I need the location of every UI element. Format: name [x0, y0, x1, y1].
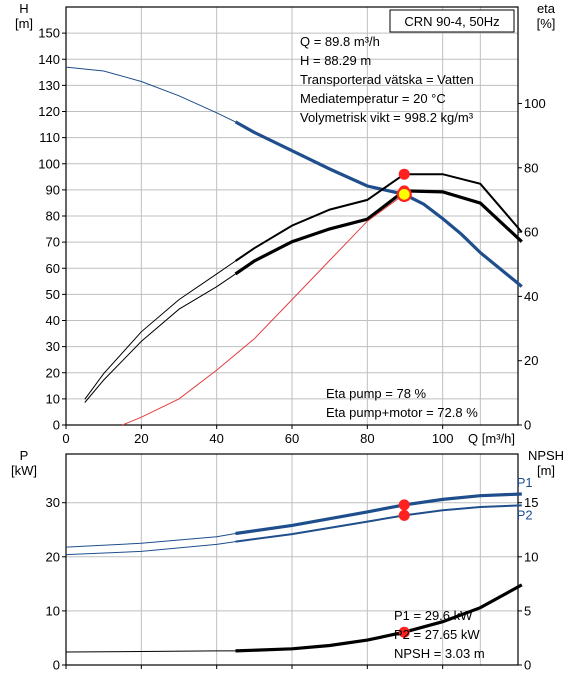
power-info-line: P2 = 27.65 kW	[394, 627, 480, 642]
y-left-tick-label: 80	[46, 209, 60, 224]
duty-info-line: Volymetrisk vikt = 998.2 kg/m³	[300, 110, 474, 125]
x-tick-label: 0	[62, 431, 69, 446]
series-eta-pump-thin	[84, 260, 236, 400]
y-left-tick-label: 150	[38, 26, 60, 41]
y-right-axis-unit: [%]	[537, 16, 556, 31]
y-left-tick-label: 70	[46, 235, 60, 250]
eta-point	[398, 168, 410, 180]
duty-info-line: Mediatemperatur = 20 °C	[300, 91, 446, 106]
y-left-tick-label: 140	[38, 52, 60, 67]
y-left-tick-label: 50	[46, 287, 60, 302]
y-right-tick-label: 100	[524, 96, 546, 111]
y-left-axis-title: H	[19, 1, 28, 16]
x-tick-label: 20	[134, 431, 148, 446]
series-P2-thin	[65, 541, 236, 556]
series-P1-thick	[235, 492, 522, 536]
series-NPSH-thin	[65, 650, 236, 653]
series-eta-pump-thick	[234, 173, 523, 262]
power-info-line: NPSH = 3.03 m	[394, 646, 485, 661]
y-left-tick-label: 20	[46, 549, 60, 564]
system-curve	[122, 193, 405, 426]
duty-info-line: Q = 89.8 m³/h	[300, 34, 380, 49]
y-right-tick-label: 20	[524, 353, 538, 368]
y-right-tick-label: 10	[524, 549, 538, 564]
series-H-thin	[65, 66, 236, 123]
eta-info-line: Eta pump = 78 %	[326, 386, 427, 401]
power-info-line: P1 = 29.6 kW	[394, 608, 473, 623]
y-right-axis-title: NPSH	[528, 448, 564, 463]
point-NPSH	[398, 626, 410, 638]
y-left-tick-label: 20	[46, 365, 60, 380]
y-left-tick-label: 110	[39, 130, 60, 145]
x-tick-label: 80	[360, 431, 374, 446]
y-left-tick-label: 120	[38, 104, 60, 119]
y-left-tick-label: 130	[38, 78, 60, 93]
point-P2	[398, 509, 410, 521]
series-eta-motor-thin	[84, 273, 236, 403]
y-left-axis-title: P	[20, 448, 29, 463]
duty-info-line: H = 88.29 m	[300, 53, 371, 68]
series-NPSH-thick	[235, 583, 523, 653]
point-P1	[398, 499, 410, 511]
y-left-tick-label: 30	[46, 339, 60, 354]
y-left-tick-label: 0	[53, 418, 60, 433]
chart-title-box	[389, 9, 515, 33]
y-left-axis-unit: [m]	[15, 16, 33, 31]
x-axis-title: Q [m³/h]	[468, 431, 515, 446]
series-label-P1: P1	[517, 475, 533, 490]
x-tick-label: 100	[432, 431, 454, 446]
y-left-tick-label: 40	[46, 313, 60, 328]
y-right-tick-label: 40	[524, 289, 538, 304]
duty-info-line: Transporterad vätska = Vatten	[300, 72, 474, 87]
series-eta-motor-thick	[234, 189, 523, 276]
y-right-tick-label: 15	[524, 495, 538, 510]
y-left-tick-label: 60	[46, 261, 60, 276]
chart-title: CRN 90-4, 50Hz	[404, 14, 499, 29]
y-left-axis-unit: [kW]	[11, 463, 37, 478]
x-tick-label: 60	[285, 431, 299, 446]
y-left-tick-label: 30	[46, 495, 60, 510]
series-P1-thin	[65, 533, 236, 548]
y-right-tick-label: 5	[524, 603, 531, 618]
y-right-tick-label: 0	[524, 418, 531, 433]
y-right-axis-unit: [m]	[537, 463, 555, 478]
x-tick-label: 40	[209, 431, 223, 446]
y-right-tick-label: 80	[524, 160, 538, 175]
y-right-tick-label: 0	[524, 658, 531, 673]
series-label-P2: P2	[517, 507, 533, 522]
y-left-tick-label: 100	[38, 156, 60, 171]
y-right-axis-title: eta	[537, 1, 556, 16]
y-left-tick-label: 90	[46, 182, 60, 197]
duty-point	[396, 186, 412, 202]
eta-info-line: Eta pump+motor = 72.8 %	[326, 405, 478, 420]
y-left-tick-label: 10	[46, 391, 60, 406]
y-left-tick-label: 0	[53, 658, 60, 673]
y-left-tick-label: 10	[46, 603, 60, 618]
y-right-tick-label: 60	[524, 225, 538, 240]
